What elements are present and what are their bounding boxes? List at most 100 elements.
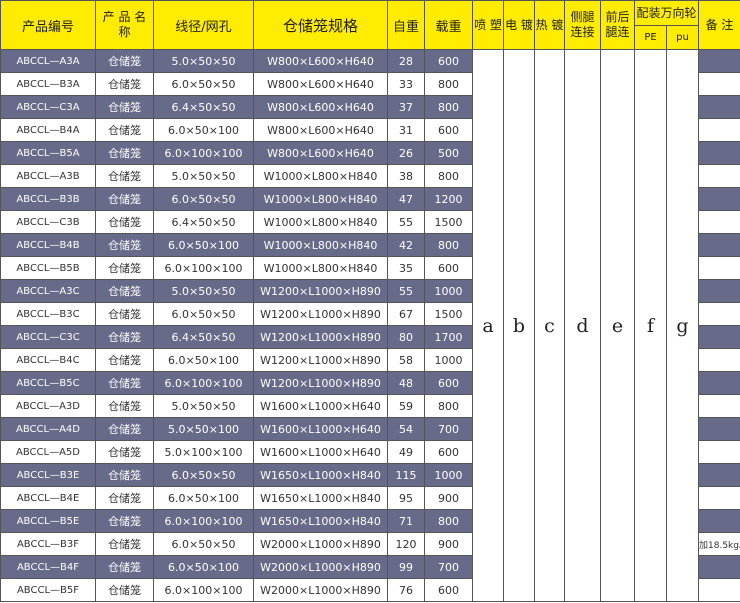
table-row: ABCCL—B3E 仓储笼 6.0×50×50 W1650×L1000×H840 115… [0,463,740,487]
table-row: ABCCL—A5D 仓储笼 5.0×100×100 W1600×L1000×H640 4… [0,440,740,464]
cell-name: 仓储笼 [95,532,154,556]
cell-remark [698,95,740,119]
cell-load: 1000 [424,348,473,372]
cell-remark [698,417,740,441]
cell-load: 900 [424,486,473,510]
cell-remark [698,555,740,579]
cell-remark [698,233,740,257]
cell-code: ABCCL—C3C [0,325,96,349]
table-row: ABCCL—B4C 仓储笼 6.0×50×100 W1200×L1000×H890 58… [0,348,740,372]
cell-name: 仓储笼 [95,49,154,73]
table-row: ABCCL—B5F 仓储笼 6.0×100×100 W2000×L1000×H890 7… [0,578,740,602]
cell-wire: 5.0×50×50 [153,49,254,73]
cell-spec: W2000×L1000×H890 [253,555,388,579]
cell-spec: W800×L600×H640 [253,49,388,73]
table-row: ABCCL—B5B 仓储笼 6.0×100×100 W1000×L800×H840 35… [0,256,740,280]
header-side: 侧腿 连接 [564,0,601,50]
cell-wire: 5.0×50×50 [153,164,254,188]
cell-remark [698,187,740,211]
cell-name: 仓储笼 [95,72,154,96]
cell-remark [698,486,740,510]
cell-load: 600 [424,49,473,73]
option-b: b [503,49,535,602]
cell-wire: 6.0×50×100 [153,348,254,372]
header-code: 产品编号 [0,0,96,50]
cell-remark [698,256,740,280]
cell-code: ABCCL—A3D [0,394,96,418]
cell-remark [698,118,740,142]
cell-code: ABCCL—B4E [0,486,96,510]
cell-remark [698,578,740,602]
cell-wire: 6.0×50×100 [153,233,254,257]
cell-wire: 6.0×100×100 [153,141,254,165]
cell-weight: 76 [387,578,425,602]
cell-load: 600 [424,578,473,602]
table-row: ABCCL—B3B 仓储笼 6.0×50×50 W1000×L800×H840 47 12… [0,187,740,211]
cell-code: ABCCL—B3B [0,187,96,211]
cell-code: ABCCL—B3E [0,463,96,487]
cell-load: 800 [424,233,473,257]
table-row: ABCCL—A3B 仓储笼 5.0×50×50 W1000×L800×H840 38 80… [0,164,740,188]
cell-spec: W1200×L1000×H890 [253,302,388,326]
cell-load: 1500 [424,210,473,234]
cell-code: ABCCL—B5B [0,256,96,280]
cell-spec: W1200×L1000×H890 [253,325,388,349]
cell-code: ABCCL—A5D [0,440,96,464]
cell-load: 1000 [424,463,473,487]
cell-name: 仓储笼 [95,578,154,602]
option-g: g [665,49,700,602]
cell-code: ABCCL—B3C [0,302,96,326]
cell-load: 800 [424,509,473,533]
cell-wire: 6.0×100×100 [153,509,254,533]
cell-code: ABCCL—B4A [0,118,96,142]
cell-spec: W2000×L1000×H890 [253,532,388,556]
table-row: ABCCL—A3D 仓储笼 5.0×50×50 W1600×L1000×H640 59 8… [0,394,740,418]
cell-code: ABCCL—A3B [0,164,96,188]
cell-load: 500 [424,141,473,165]
cell-weight: 38 [387,164,425,188]
cell-wire: 6.4×50×50 [153,325,254,349]
cell-wire: 6.0×50×50 [153,302,254,326]
cell-weight: 42 [387,233,425,257]
cell-remark [698,210,740,234]
cell-weight: 26 [387,141,425,165]
cell-wire: 6.4×50×50 [153,210,254,234]
cell-name: 仓储笼 [95,118,154,142]
header-pu: pu [665,25,700,50]
cell-wire: 6.0×50×100 [153,555,254,579]
header-spray: 喷 塑 [472,0,504,50]
table-row: ABCCL—B5A 仓储笼 6.0×100×100 W800×L600×H640 26 5… [0,141,740,165]
cell-spec: W1600×L1000×H640 [253,440,388,464]
cell-name: 仓储笼 [95,233,154,257]
table-row: ABCCL—A3A 仓储笼 5.0×50×50 W800×L600×H640 28 600… [0,49,740,602]
cell-load: 600 [424,440,473,464]
cell-load: 800 [424,394,473,418]
cell-remark [698,440,740,464]
cell-load: 600 [424,118,473,142]
cell-weight: 31 [387,118,425,142]
cell-spec: W1650×L1000×H840 [253,509,388,533]
header-spec: 仓储笼规格 [253,0,388,50]
cell-weight: 115 [387,463,425,487]
cell-code: ABCCL—C3B [0,210,96,234]
option-e: e [600,49,635,602]
option-f: f [634,49,667,602]
cell-weight: 49 [387,440,425,464]
cell-spec: W800×L600×H640 [253,141,388,165]
cell-load: 700 [424,555,473,579]
header-pe: PE [634,25,667,50]
option-c: c [534,49,565,602]
cell-spec: W1000×L800×H840 [253,164,388,188]
cell-remark [698,279,740,303]
cell-spec: W1600×L1000×H640 [253,394,388,418]
cell-load: 800 [424,164,473,188]
cell-name: 仓储笼 [95,440,154,464]
cell-remark [698,509,740,533]
cell-name: 仓储笼 [95,463,154,487]
cell-weight: 37 [387,95,425,119]
cell-name: 仓储笼 [95,325,154,349]
cell-name: 仓储笼 [95,210,154,234]
cell-name: 仓储笼 [95,302,154,326]
cell-wire: 6.0×100×100 [153,578,254,602]
cell-spec: W2000×L1000×H890 [253,578,388,602]
